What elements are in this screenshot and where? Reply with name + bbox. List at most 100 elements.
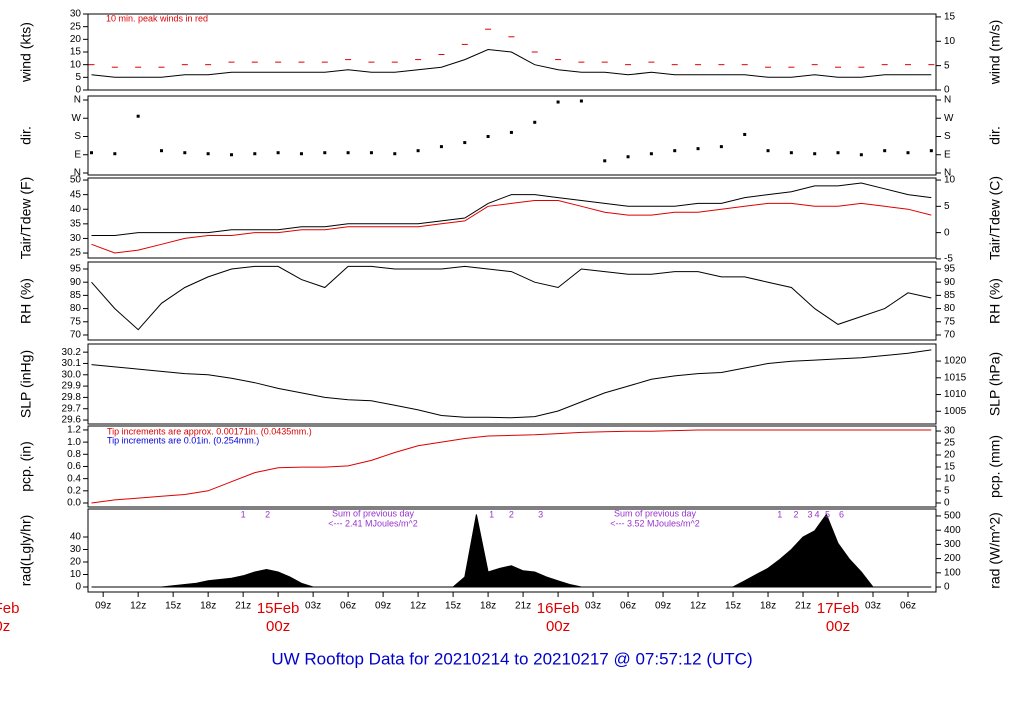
y2-tick-label: 5 — [944, 486, 950, 497]
point — [929, 149, 933, 153]
y-tick-label: 20 — [70, 34, 82, 45]
point — [836, 151, 840, 155]
x-tick-label: 06z — [900, 601, 916, 612]
y2-tick-label: 0 — [944, 227, 950, 238]
point — [299, 152, 303, 156]
y2-axis-label: RH (%) — [987, 278, 1003, 324]
event-label: 3 — [808, 509, 813, 519]
x-tick-label: 09z — [655, 601, 671, 612]
y-tick-label: W — [72, 113, 82, 124]
point — [533, 120, 537, 124]
data-line — [91, 349, 932, 419]
x-tick-label: 03z — [305, 601, 321, 612]
point — [89, 151, 93, 155]
note: Tip increments are approx. 0.00171in. (0… — [107, 426, 312, 436]
event-label: 4 — [815, 509, 820, 519]
y-tick-label: 30 — [70, 9, 82, 20]
y-tick-label: 30.1 — [62, 358, 82, 369]
panel-frame — [87, 508, 937, 593]
point — [789, 151, 793, 155]
y2-tick-label: S — [944, 131, 951, 142]
y2-tick-label: 1010 — [944, 389, 967, 400]
y-tick-label: 10 — [70, 569, 82, 580]
y-tick-label: 0 — [75, 85, 81, 96]
point — [439, 145, 443, 149]
x-tick-label: 18z — [480, 601, 496, 612]
point — [136, 114, 140, 118]
point — [883, 149, 887, 153]
y2-axis-label: pcp. (mm) — [987, 435, 1003, 498]
y2-tick-label: 0 — [944, 85, 950, 96]
point — [743, 132, 747, 136]
y2-axis-label: dir. — [987, 126, 1003, 145]
y2-axis-label: wind (m/s) — [987, 20, 1003, 86]
y2-axis-label: Tair/Tdew (C) — [987, 176, 1003, 260]
y-tick-label: 20 — [70, 557, 82, 568]
event-label: 1 — [777, 509, 782, 519]
y2-tick-label: 200 — [944, 553, 961, 564]
point — [416, 149, 420, 153]
y-tick-label: 80 — [70, 303, 82, 314]
y-tick-label: 29.7 — [62, 403, 82, 414]
data-area — [91, 513, 932, 588]
y2-tick-label: 70 — [944, 330, 956, 341]
x-tick-label: 03z — [865, 601, 881, 612]
y2-tick-label: 0 — [944, 582, 950, 593]
point — [556, 100, 560, 104]
y-tick-label: 50 — [70, 175, 82, 186]
point — [206, 152, 210, 156]
x-tick-label: 12z — [410, 601, 426, 612]
event-label: 2 — [509, 509, 514, 519]
y-tick-label: 29.9 — [62, 381, 82, 392]
y2-axis-label: rad (W/m^2) — [987, 512, 1003, 589]
y2-tick-label: 30 — [944, 426, 956, 437]
event-label: 5 — [825, 509, 830, 519]
point — [509, 130, 513, 134]
y2-tick-label: 75 — [944, 316, 956, 327]
point — [813, 152, 817, 156]
point — [229, 153, 233, 157]
panel-frame — [87, 261, 937, 341]
x-tick-label: 09z — [375, 601, 391, 612]
x-tick-label: 15z — [725, 601, 741, 612]
y2-tick-label: 80 — [944, 303, 956, 314]
x-tick-label: 12z — [130, 601, 146, 612]
y-tick-label: 40 — [70, 532, 82, 543]
x-tick-label: 18z — [760, 601, 776, 612]
point — [276, 151, 280, 155]
y-axis-label: RH (%) — [18, 278, 34, 324]
y-tick-label: 1.2 — [67, 425, 81, 436]
date-time-label: 00z — [546, 618, 570, 635]
y2-tick-label: 1005 — [944, 406, 967, 417]
y2-tick-label: 95 — [944, 264, 956, 275]
date-time-label: 00z — [266, 618, 290, 635]
x-tick-label: 15z — [445, 601, 461, 612]
y-axis-label: SLP (inHg) — [18, 350, 34, 418]
y2-tick-label: 10 — [944, 474, 956, 485]
point — [183, 151, 187, 155]
y-tick-label: 1.0 — [67, 437, 81, 448]
y-tick-label: 0.0 — [67, 498, 81, 509]
y-tick-label: 29.6 — [62, 415, 82, 426]
point — [346, 151, 350, 155]
y2-tick-label: 10 — [944, 175, 956, 186]
x-tick-label: 12z — [690, 601, 706, 612]
y-tick-label: 5 — [75, 72, 81, 83]
y-tick-label: 0 — [75, 582, 81, 593]
y2-tick-label: 0 — [944, 498, 950, 509]
y2-tick-label: N — [944, 95, 951, 106]
x-tick-label: 21z — [795, 601, 811, 612]
y-tick-label: 0.8 — [67, 449, 81, 460]
y-tick-label: 30.2 — [62, 347, 82, 358]
y-tick-label: 40 — [70, 204, 82, 215]
date-label: 15Feb — [257, 600, 300, 617]
y-tick-label: 0.4 — [67, 473, 81, 484]
y2-tick-label: 5 — [944, 201, 950, 212]
panel-frame — [87, 177, 937, 259]
note: <--- 3.52 MJoules/m^2 — [610, 518, 700, 528]
annotation: 10 min. peak winds in red — [106, 13, 208, 23]
y2-tick-label: 85 — [944, 290, 956, 301]
data-line — [91, 182, 932, 236]
event-label: 2 — [794, 509, 799, 519]
